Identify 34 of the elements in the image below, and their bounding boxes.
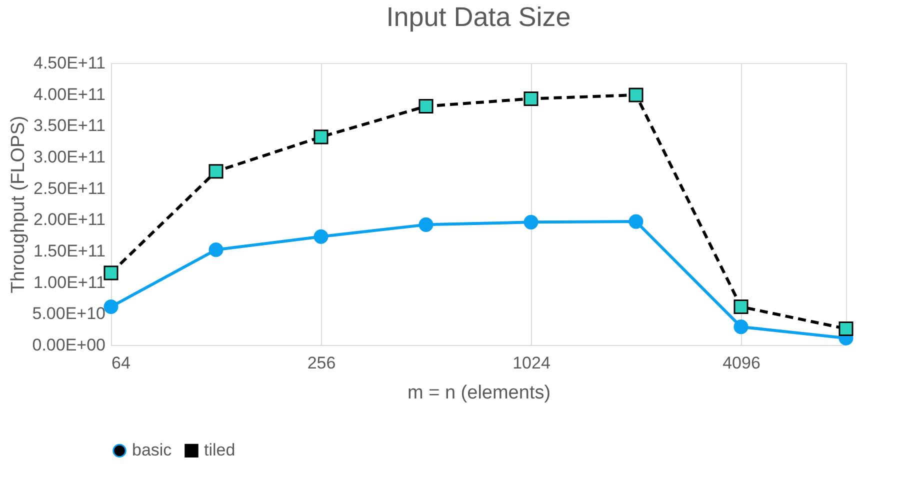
point xyxy=(314,130,328,144)
y-tick-label: 0.00E+00 xyxy=(32,336,106,354)
y-tick-label: 2.00E+11 xyxy=(33,210,106,230)
y-tick-label: 4.50E+11 xyxy=(33,54,106,72)
point xyxy=(104,266,118,280)
y-tick-label: 1.00E+11 xyxy=(33,272,106,292)
point xyxy=(734,300,748,314)
point xyxy=(418,98,434,114)
y-axis-title: Throughput (FLOPS) xyxy=(8,116,30,294)
point xyxy=(524,214,538,230)
x-tick-label: 4096 xyxy=(722,354,760,372)
x-tick-label: 256 xyxy=(307,354,336,372)
point xyxy=(208,164,224,179)
point xyxy=(418,217,434,232)
point xyxy=(208,242,224,258)
point xyxy=(838,321,854,336)
y-tick-label: 4.00E+11 xyxy=(33,84,106,104)
y-tick-label: 3.00E+11 xyxy=(33,148,106,166)
y-tick-label: 3.50E+11 xyxy=(33,116,106,136)
legend-label: tiled xyxy=(204,440,236,460)
point xyxy=(524,91,538,106)
point xyxy=(734,320,748,334)
x-axis-title: m = n (elements) xyxy=(407,382,551,404)
x-tick-label: 64 xyxy=(112,354,130,372)
y-tick-label: 5.00E+10 xyxy=(32,304,106,324)
point xyxy=(628,214,644,229)
x-tick-label: 1024 xyxy=(512,354,550,372)
point xyxy=(104,300,118,314)
y-tick-label: 2.50E+11 xyxy=(33,178,106,198)
y-tick-label: 1.50E+11 xyxy=(33,242,106,260)
legend-label: basic xyxy=(132,440,172,460)
chart-title: Input Data Size xyxy=(386,2,571,32)
point xyxy=(314,229,328,244)
point xyxy=(628,88,644,102)
